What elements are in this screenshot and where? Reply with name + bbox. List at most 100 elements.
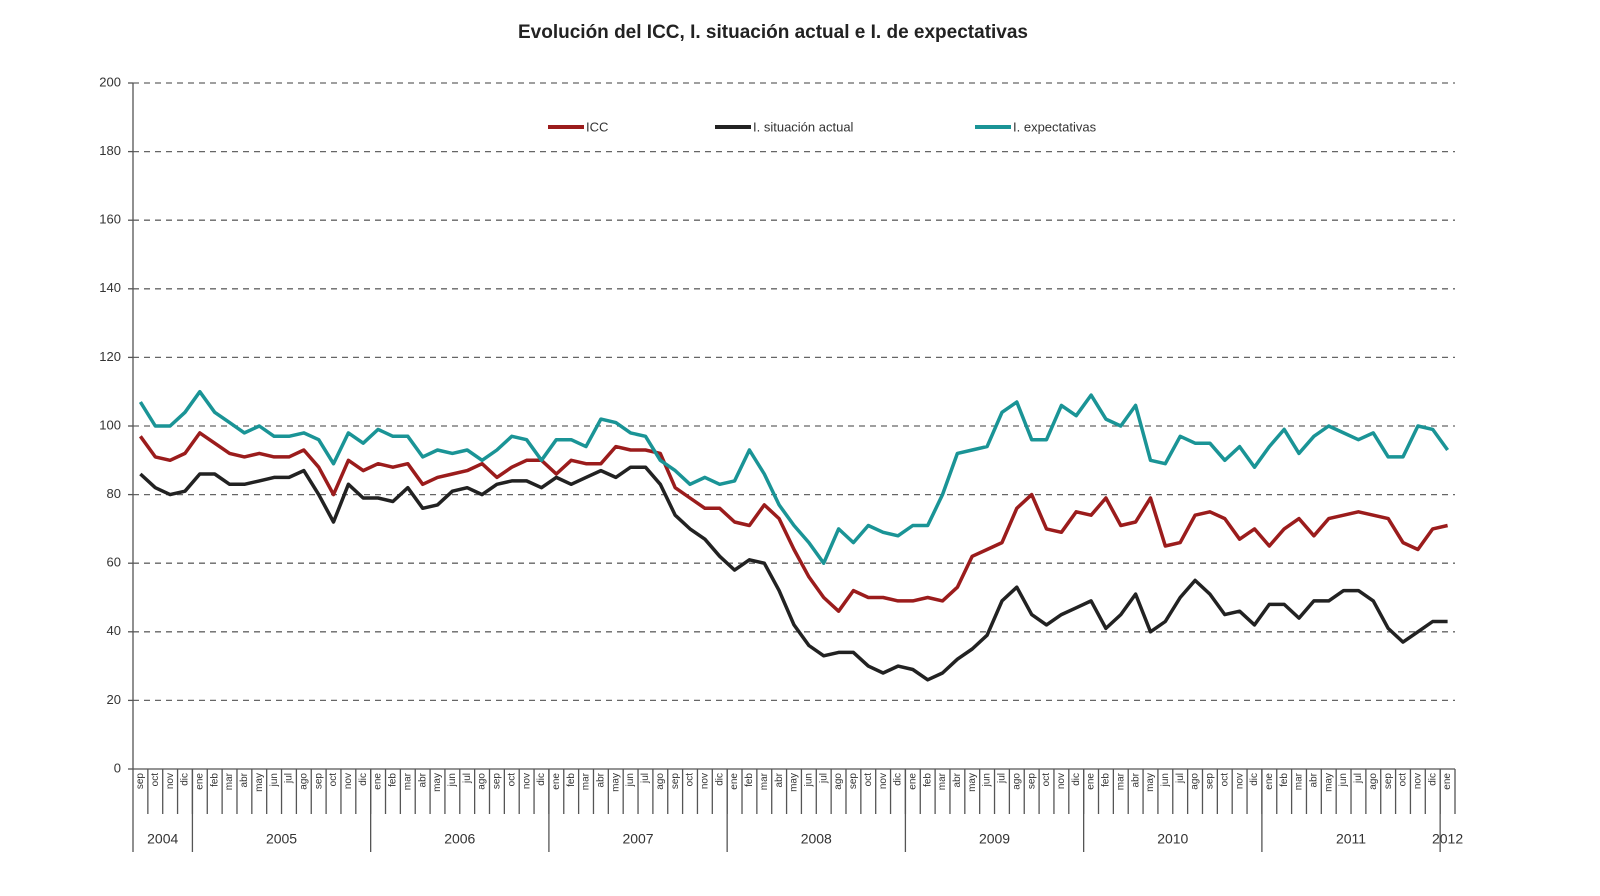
x-tick-label: dic bbox=[536, 773, 547, 786]
x-tick-label: ago bbox=[833, 773, 844, 790]
x-tick-label: feb bbox=[388, 773, 399, 787]
x-tick-label: nov bbox=[878, 773, 889, 789]
x-tick-label: abr bbox=[952, 772, 963, 787]
y-tick-label: 180 bbox=[99, 143, 121, 158]
x-tick-label: jul bbox=[818, 773, 829, 784]
y-tick-label: 120 bbox=[99, 349, 121, 364]
y-tick-label: 60 bbox=[107, 555, 121, 570]
x-tick-label: jun bbox=[447, 773, 458, 787]
y-tick-label: 40 bbox=[107, 623, 121, 638]
year-label: 2012 bbox=[1432, 831, 1463, 847]
x-tick-label: oct bbox=[685, 773, 696, 787]
x-tick-label: mar bbox=[581, 772, 592, 790]
x-tick-label: feb bbox=[209, 773, 220, 787]
year-label: 2011 bbox=[1336, 831, 1366, 847]
y-tick-label: 140 bbox=[99, 280, 121, 295]
x-tick-label: ago bbox=[1190, 773, 1201, 790]
x-tick-label: feb bbox=[1101, 773, 1112, 787]
x-tick-label: sep bbox=[848, 773, 859, 790]
x-tick-label: may bbox=[1323, 773, 1334, 792]
x-tick-label: ene bbox=[373, 773, 384, 790]
x-tick-label: jun bbox=[982, 773, 993, 787]
x-tick-label: oct bbox=[328, 773, 339, 787]
x-tick-label: oct bbox=[1398, 773, 1409, 787]
x-tick-label: dic bbox=[714, 773, 725, 786]
y-tick-label: 80 bbox=[107, 486, 121, 501]
x-tick-label: jul bbox=[640, 773, 651, 784]
x-tick-label: feb bbox=[922, 773, 933, 787]
x-tick-label: feb bbox=[566, 773, 577, 787]
x-tick-label: abr bbox=[1309, 772, 1320, 787]
series-line bbox=[138, 431, 1448, 613]
y-tick-label: 0 bbox=[114, 760, 121, 775]
x-tick-label: mar bbox=[402, 772, 413, 790]
x-tick-label: may bbox=[610, 773, 621, 792]
x-tick-label: nov bbox=[1234, 773, 1245, 789]
series-line bbox=[139, 465, 1448, 682]
x-tick-label: ene bbox=[194, 773, 205, 790]
x-tick-label: mar bbox=[224, 772, 235, 790]
x-tick-label: ago bbox=[1011, 773, 1022, 790]
x-tick-label: ago bbox=[477, 773, 488, 790]
x-tick-label: may bbox=[432, 773, 443, 792]
x-tick-label: may bbox=[1145, 773, 1156, 792]
x-tick-label: ene bbox=[907, 773, 918, 790]
year-label: 2009 bbox=[979, 831, 1010, 847]
x-tick-label: jun bbox=[1338, 773, 1349, 787]
x-tick-label: feb bbox=[1279, 773, 1290, 787]
year-label: 2005 bbox=[266, 831, 297, 847]
x-tick-label: jun bbox=[803, 773, 814, 787]
x-tick-label: ene bbox=[1086, 773, 1097, 790]
x-tick-label: may bbox=[254, 773, 265, 792]
x-tick-label: dic bbox=[358, 773, 369, 786]
x-tick-label: nov bbox=[521, 773, 532, 789]
x-tick-label: ene bbox=[1442, 773, 1453, 790]
x-tick-label: may bbox=[789, 773, 800, 792]
x-tick-label: ago bbox=[655, 773, 666, 790]
y-tick-label: 200 bbox=[99, 74, 121, 89]
x-tick-label: feb bbox=[744, 773, 755, 787]
year-label: 2004 bbox=[147, 831, 178, 847]
y-tick-label: 100 bbox=[99, 417, 121, 432]
x-tick-label: jun bbox=[1160, 773, 1171, 787]
x-tick-label: jun bbox=[269, 773, 280, 787]
x-tick-label: sep bbox=[1383, 773, 1394, 790]
x-tick-label: oct bbox=[1041, 773, 1052, 787]
year-label: 2008 bbox=[801, 831, 832, 847]
x-tick-label: dic bbox=[1071, 773, 1082, 786]
x-tick-label: dic bbox=[1249, 773, 1260, 786]
chart-title: Evolución del ICC, I. situación actual e… bbox=[518, 22, 1028, 43]
legend-label: I. expectativas bbox=[1013, 119, 1097, 134]
y-tick-label: 160 bbox=[99, 212, 121, 227]
x-tick-label: jul bbox=[1175, 773, 1186, 784]
x-tick-label: dic bbox=[893, 773, 904, 786]
x-tick-label: nov bbox=[700, 773, 711, 789]
x-tick-label: mar bbox=[1294, 772, 1305, 790]
x-tick-label: oct bbox=[1219, 773, 1230, 787]
x-tick-label: abr bbox=[417, 772, 428, 787]
x-tick-label: sep bbox=[1026, 773, 1037, 790]
x-tick-label: ago bbox=[298, 773, 309, 790]
year-label: 2010 bbox=[1157, 831, 1188, 847]
x-tick-label: sep bbox=[492, 773, 503, 790]
x-tick-label: jun bbox=[625, 773, 636, 787]
x-tick-label: abr bbox=[1130, 772, 1141, 787]
x-tick-label: oct bbox=[506, 773, 517, 787]
x-tick-label: jul bbox=[462, 773, 473, 784]
x-tick-label: may bbox=[967, 773, 978, 792]
x-tick-label: oct bbox=[150, 773, 161, 787]
series-line bbox=[138, 389, 1450, 565]
x-tick-label: dic bbox=[180, 773, 191, 786]
x-tick-label: nov bbox=[1056, 773, 1067, 789]
x-tick-label: nov bbox=[343, 773, 354, 789]
x-tick-label: ene bbox=[1264, 773, 1275, 790]
x-tick-label: abr bbox=[774, 772, 785, 787]
x-tick-label: dic bbox=[1427, 773, 1438, 786]
y-tick-label: 20 bbox=[107, 692, 121, 707]
year-label: 2007 bbox=[622, 831, 653, 847]
x-tick-label: mar bbox=[759, 772, 770, 790]
year-label: 2006 bbox=[444, 831, 475, 847]
x-tick-label: sep bbox=[313, 773, 324, 790]
